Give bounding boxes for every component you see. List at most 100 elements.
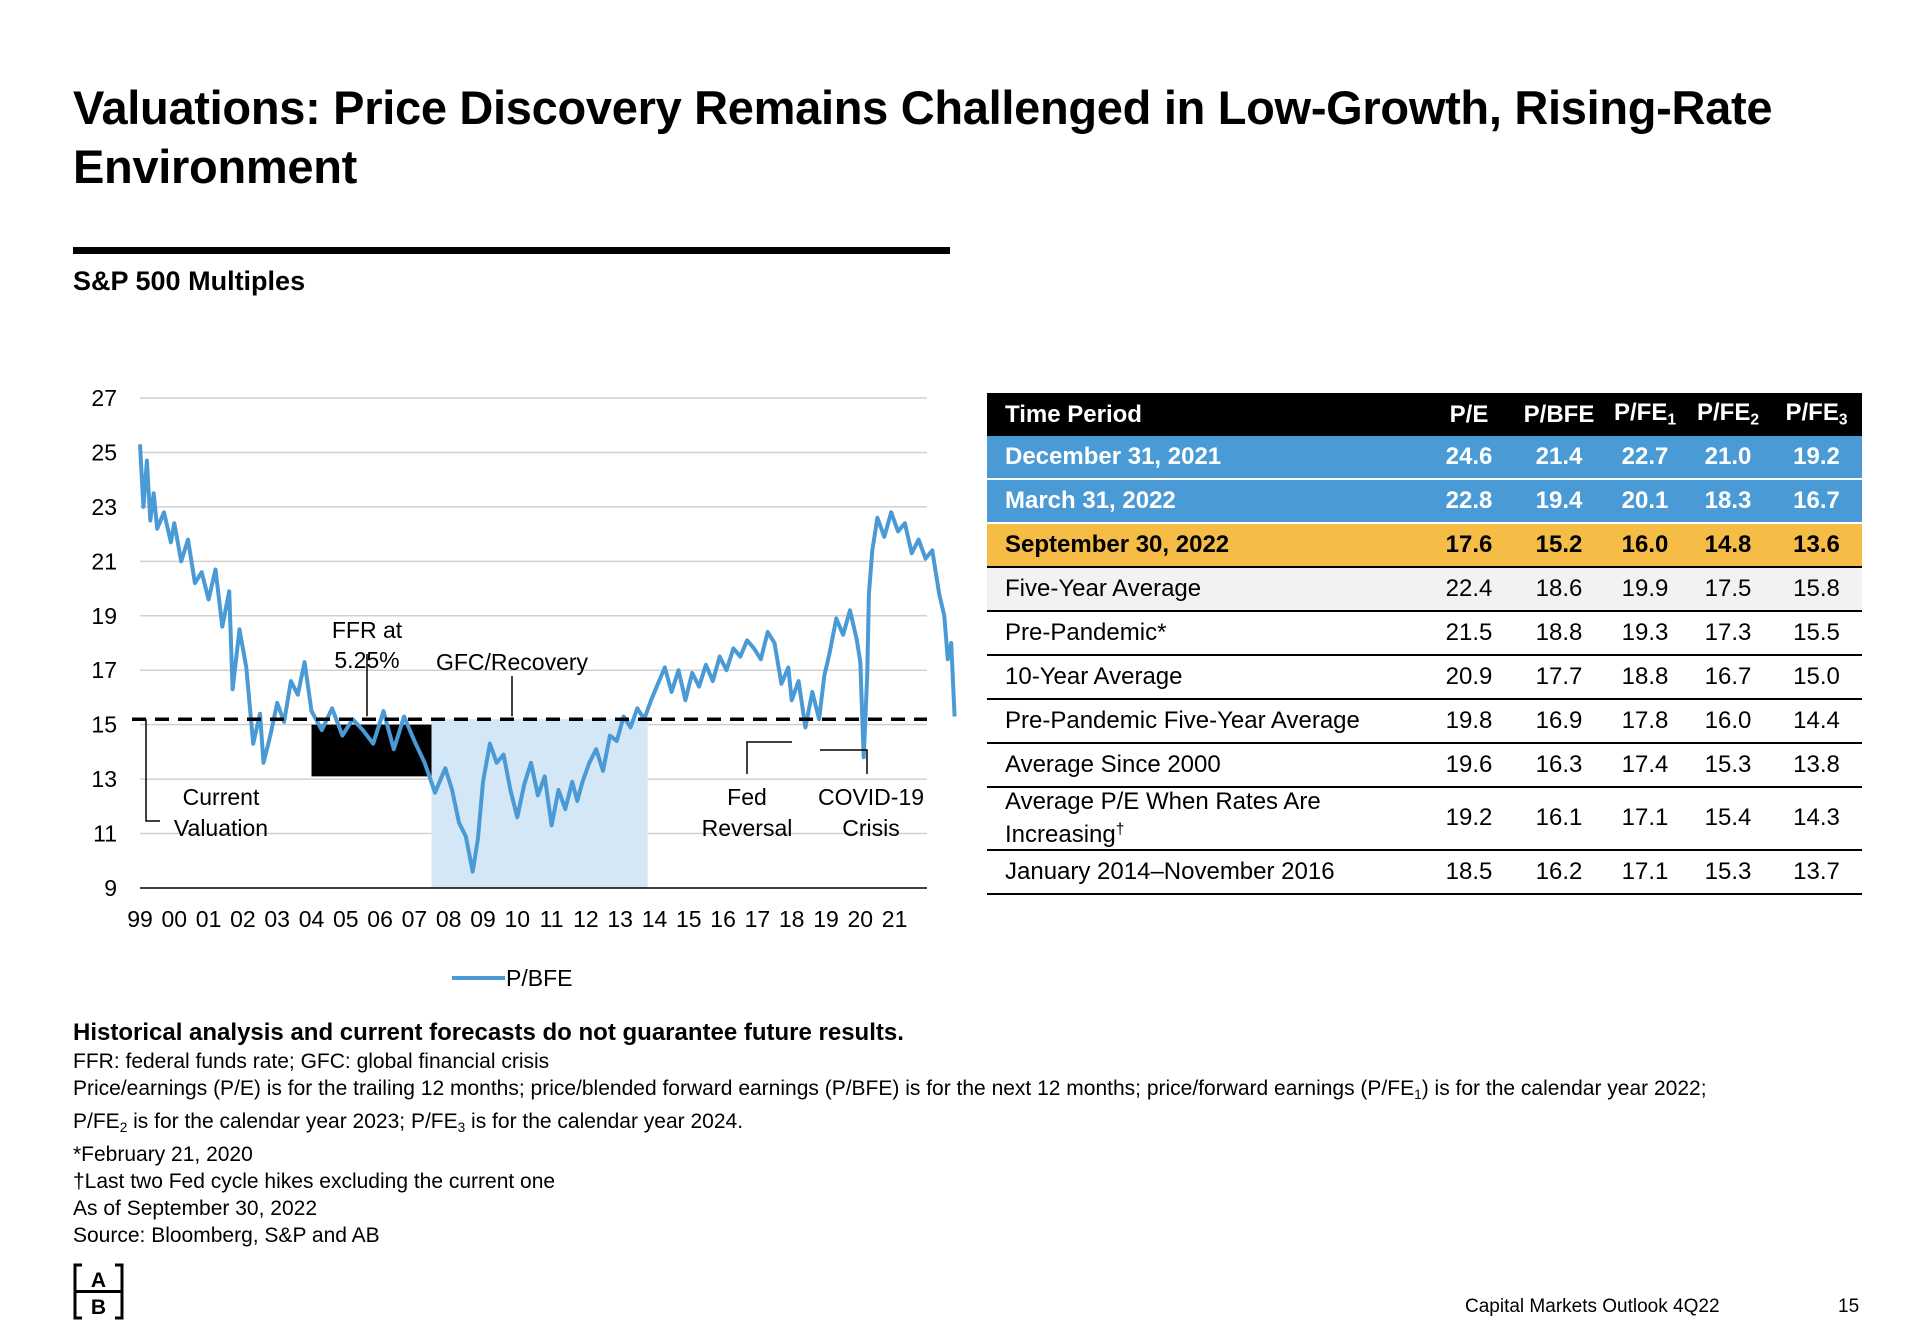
covid-annotation: COVID-19	[818, 784, 924, 810]
ffr-region	[311, 724, 432, 777]
row-label: December 31, 2021	[987, 436, 1425, 480]
row-label: Pre-Pandemic Five-Year Average	[987, 699, 1425, 744]
cell-value: 17.8	[1605, 699, 1685, 744]
cell-value: 14.8	[1685, 523, 1771, 568]
cell-value: 13.6	[1771, 523, 1862, 568]
x-tick-label: 03	[264, 906, 290, 932]
row-label: Average Since 2000	[987, 743, 1425, 788]
x-tick-label: 12	[573, 906, 599, 932]
cell-value: 19.2	[1425, 787, 1513, 851]
cell-value: 15.8	[1771, 567, 1862, 612]
header-pfe3: P/FE3	[1771, 393, 1862, 436]
disclaimer: Historical analysis and current forecast…	[73, 1019, 904, 1046]
ffr-annotation: FFR at	[332, 617, 403, 643]
x-tick-label: 09	[470, 906, 496, 932]
x-tick-label: 05	[333, 906, 359, 932]
fed-reversal-annotation: Reversal	[702, 815, 793, 841]
legend-label: P/BFE	[506, 965, 572, 991]
y-tick-label: 19	[91, 603, 117, 629]
x-tick-label: 07	[402, 906, 428, 932]
ab-logo: A B	[73, 1263, 124, 1320]
x-tick-label: 10	[505, 906, 531, 932]
table-row: Pre-Pandemic* 21.5 18.8 19.3 17.3 15.5	[987, 611, 1862, 656]
cell-value: 21.5	[1425, 611, 1513, 656]
cell-value: 17.7	[1513, 655, 1605, 700]
cell-value: 22.7	[1605, 436, 1685, 480]
cell-value: 17.3	[1685, 611, 1771, 656]
cell-value: 17.4	[1605, 743, 1685, 788]
table-row: 10-Year Average 20.9 17.7 18.8 16.7 15.0	[987, 655, 1862, 700]
cell-value: 15.3	[1685, 743, 1771, 788]
x-tick-label: 99	[127, 906, 153, 932]
title-rule	[73, 247, 950, 254]
cell-value: 16.3	[1513, 743, 1605, 788]
x-tick-label: 20	[848, 906, 874, 932]
note-pre-pandemic: *February 21, 2020	[73, 1143, 253, 1167]
y-tick-label: 21	[91, 548, 117, 574]
cell-value: 16.2	[1513, 849, 1605, 895]
page-number: 15	[1838, 1296, 1860, 1317]
header-time-period: Time Period	[987, 393, 1425, 436]
cell-value: 20.1	[1605, 479, 1685, 524]
cell-value: 24.6	[1425, 436, 1513, 480]
cell-value: 15.2	[1513, 523, 1605, 568]
note-definitions-2: P/FE2 is for the calendar year 2023; P/F…	[73, 1110, 744, 1136]
x-tick-label: 00	[162, 906, 188, 932]
table-row: Average Since 2000 19.6 16.3 17.4 15.3 1…	[987, 743, 1862, 788]
cell-value: 13.7	[1771, 849, 1862, 895]
cell-value: 16.0	[1685, 699, 1771, 744]
y-tick-label: 17	[91, 657, 117, 683]
header-pfe2: P/FE2	[1685, 393, 1771, 436]
x-tick-label: 04	[299, 906, 325, 932]
covid-annotation: Crisis	[842, 815, 900, 841]
current-valuation-annotation: Valuation	[174, 815, 268, 841]
cell-value: 19.6	[1425, 743, 1513, 788]
cell-value: 17.1	[1605, 849, 1685, 895]
y-tick-label: 13	[91, 766, 117, 792]
header-pe: P/E	[1425, 393, 1513, 436]
logo-letter-a: A	[91, 1269, 106, 1292]
cell-value: 19.3	[1605, 611, 1685, 656]
cell-value: 18.8	[1513, 611, 1605, 656]
fed-reversal-annotation: Fed	[727, 784, 767, 810]
cell-value: 18.6	[1513, 567, 1605, 612]
table-row: March 31, 2022 22.8 19.4 20.1 18.3 16.7	[987, 479, 1862, 524]
note-abbreviations: FFR: federal funds rate; GFC: global fin…	[73, 1050, 550, 1073]
fed-reversal-leader	[746, 741, 792, 774]
note-source: Source: Bloomberg, S&P and AB	[73, 1224, 380, 1248]
cell-value: 14.4	[1771, 699, 1862, 744]
x-tick-label: 19	[813, 906, 839, 932]
cell-value: 18.5	[1425, 849, 1513, 895]
gfc-region	[431, 719, 648, 888]
x-tick-label: 01	[196, 906, 222, 932]
x-tick-label: 15	[676, 906, 702, 932]
table-row: December 31, 2021 24.6 21.4 22.7 21.0 19…	[987, 436, 1862, 480]
ffr-annotation: 5.25%	[334, 647, 399, 673]
cell-value: 17.1	[1605, 787, 1685, 851]
page-title: Valuations: Price Discovery Remains Chal…	[73, 81, 1773, 193]
y-tick-label: 11	[93, 821, 117, 847]
note-rate-cycles: †Last two Fed cycle hikes excluding the …	[73, 1170, 556, 1194]
cell-value: 20.9	[1425, 655, 1513, 700]
footer-publication: Capital Markets Outlook 4Q22	[1465, 1296, 1720, 1317]
x-tick-label: 11	[540, 906, 564, 932]
cell-value: 16.0	[1605, 523, 1685, 568]
cell-value: 16.7	[1771, 479, 1862, 524]
table-row: Pre-Pandemic Five-Year Average 19.8 16.9…	[987, 699, 1862, 744]
header-pfe1: P/FE1	[1605, 393, 1685, 436]
covid-leader	[820, 749, 868, 774]
cell-value: 19.8	[1425, 699, 1513, 744]
cell-value: 13.8	[1771, 743, 1862, 788]
row-label: Pre-Pandemic*	[987, 611, 1425, 656]
y-tick-label: 27	[91, 385, 117, 411]
x-tick-label: 18	[779, 906, 805, 932]
row-label: September 30, 2022	[987, 523, 1425, 568]
cell-value: 17.6	[1425, 523, 1513, 568]
cell-value: 16.9	[1513, 699, 1605, 744]
cell-value: 15.3	[1685, 849, 1771, 895]
x-tick-label: 02	[230, 906, 256, 932]
cell-value: 15.4	[1685, 787, 1771, 851]
table-row: September 30, 2022 17.6 15.2 16.0 14.8 1…	[987, 523, 1862, 568]
table-row: January 2014–November 2016 18.5 16.2 17.…	[987, 849, 1862, 895]
